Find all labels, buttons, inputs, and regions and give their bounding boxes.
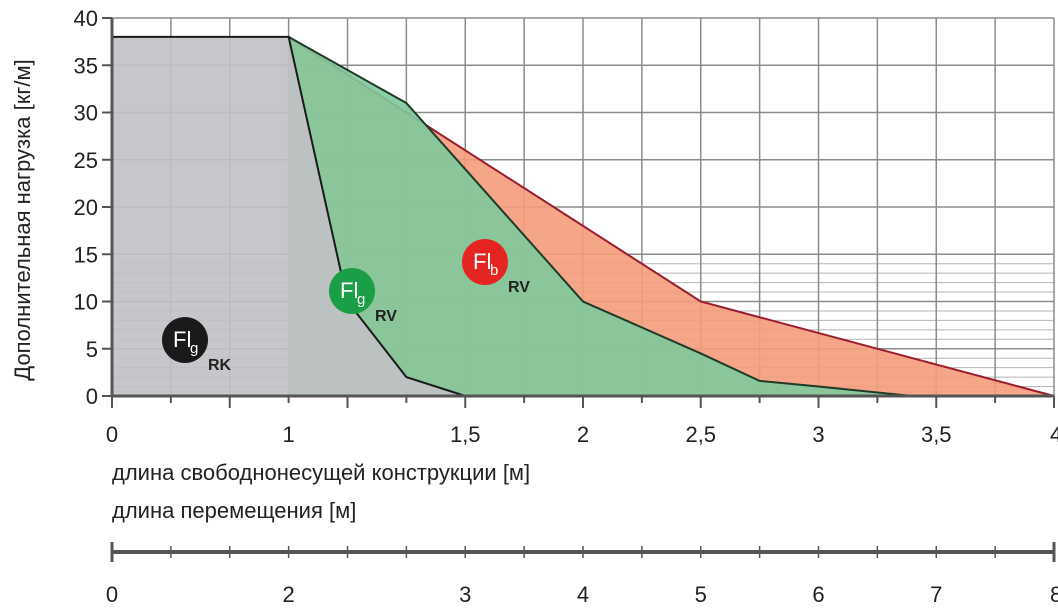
series-badge-1: Flb RV [462, 239, 530, 296]
badge-main: Fl [340, 278, 358, 303]
y-tick-label: 15 [74, 242, 98, 267]
secondary-tick-label: 6 [812, 582, 824, 607]
x-tick-label: 4 [1050, 422, 1058, 447]
badge-sub: g [357, 291, 365, 308]
x-axis-label-secondary: длина перемещения [м] [112, 498, 356, 523]
badge-circle [162, 317, 208, 363]
area-2 [288, 36, 913, 397]
series-badge-2: Flg RV [329, 268, 397, 325]
badge-sub: b [490, 262, 498, 279]
area-3 [112, 36, 466, 397]
badge-circle [329, 268, 375, 314]
badge-suffix: RV [508, 279, 530, 296]
x-tick-label: 1,5 [450, 422, 481, 447]
y-tick-label: 5 [86, 337, 98, 362]
secondary-tick-label: 4 [577, 582, 589, 607]
badge-sub: g [190, 340, 198, 357]
axes [102, 17, 1056, 562]
badge-circle [462, 239, 508, 285]
x-tick-label: 1 [283, 422, 295, 447]
y-axis-label: Дополнительная нагрузка [кг/м] [10, 59, 35, 380]
badge-suffix: RV [375, 308, 397, 325]
badge-suffix: RK [208, 357, 232, 374]
x-axis-label-primary: длина свободнонесущей конструкции [м] [112, 460, 530, 485]
secondary-tick-label: 5 [695, 582, 707, 607]
y-tick-label: 40 [74, 6, 98, 31]
x-tick-label: 2 [577, 422, 589, 447]
y-tick-label: 0 [86, 384, 98, 409]
x-tick-label: 3,5 [921, 422, 952, 447]
y-tick-label: 10 [74, 290, 98, 315]
x-tick-label: 3 [812, 422, 824, 447]
y-tick-label: 30 [74, 101, 98, 126]
badge-main: Fl [173, 327, 191, 352]
area-edge-2 [288, 36, 913, 397]
secondary-tick-label: 2 [283, 582, 295, 607]
series-badge-3: Flg RK [162, 317, 232, 374]
y-tick-label: 25 [74, 148, 98, 173]
y-tick-label: 20 [74, 195, 98, 220]
y-tick-label: 35 [74, 53, 98, 78]
x-tick-label: 0 [106, 422, 118, 447]
secondary-tick-label: 7 [930, 582, 942, 607]
secondary-tick-label: 8 [1050, 582, 1058, 607]
secondary-tick-label: 0 [106, 582, 118, 607]
badge-main: Fl [473, 249, 491, 274]
x-tick-label: 2,5 [685, 422, 716, 447]
secondary-tick-label: 3 [459, 582, 471, 607]
